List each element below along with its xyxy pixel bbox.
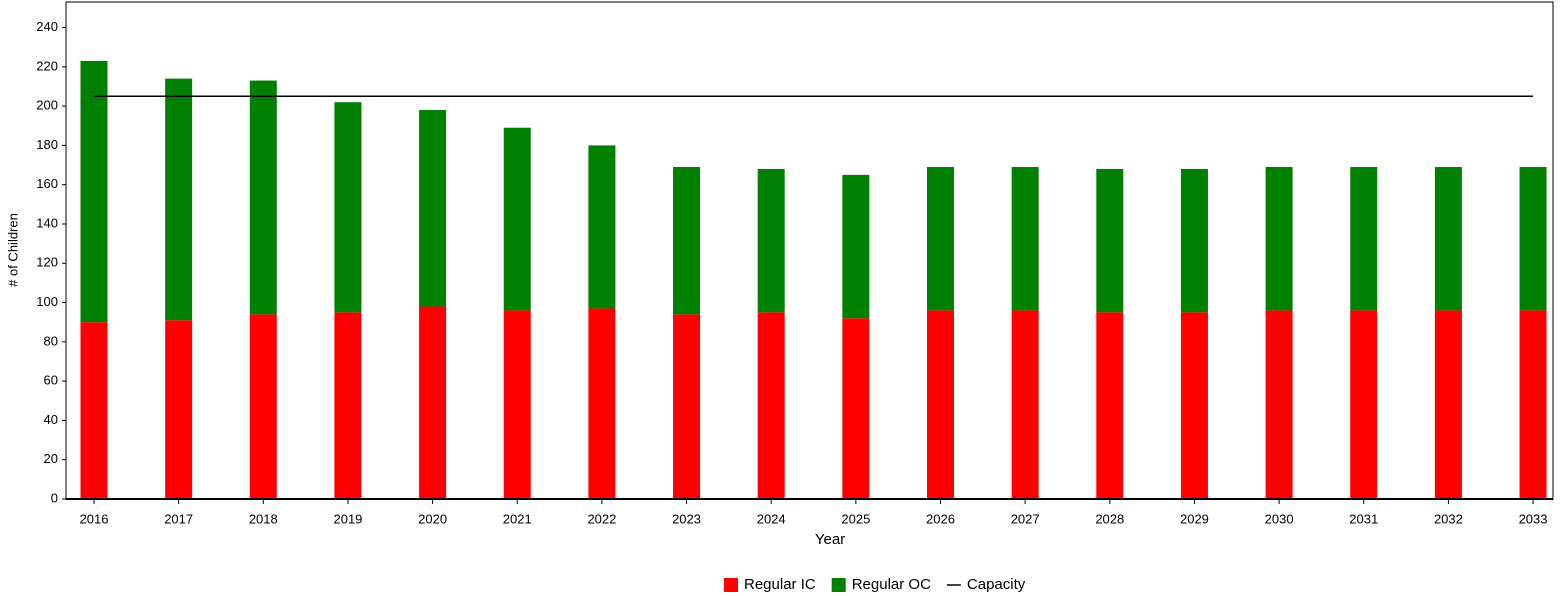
bar-segment bbox=[1350, 310, 1378, 499]
y-tick-label: 200 bbox=[36, 98, 58, 113]
bar-segment bbox=[1265, 310, 1293, 499]
bar-segment bbox=[503, 127, 531, 311]
x-tick-label: 2021 bbox=[503, 511, 532, 526]
x-tick-label: 2033 bbox=[1519, 511, 1548, 526]
bar-segment bbox=[927, 310, 954, 499]
x-tick-label: 2017 bbox=[164, 511, 193, 526]
x-axis-label: Year bbox=[815, 531, 845, 548]
legend-label: Regular IC bbox=[744, 576, 816, 593]
y-axis-label: # of Children bbox=[5, 213, 20, 287]
y-tick-label: 40 bbox=[44, 412, 58, 427]
x-tick-label: 2031 bbox=[1349, 511, 1378, 526]
x-tick-label: 2032 bbox=[1434, 511, 1463, 526]
x-tick-label: 2029 bbox=[1180, 511, 1209, 526]
bar-segment bbox=[588, 145, 616, 309]
bar-segment bbox=[588, 308, 616, 499]
bar-segment bbox=[165, 78, 193, 321]
x-tick-label: 2018 bbox=[249, 511, 278, 526]
legend-swatch bbox=[831, 578, 846, 592]
bar-segment bbox=[1434, 167, 1462, 311]
y-tick-label: 60 bbox=[44, 373, 58, 388]
bar-segment bbox=[757, 312, 785, 499]
bar-segment bbox=[80, 322, 108, 499]
bar-segment bbox=[757, 168, 785, 313]
x-tick-label: 2016 bbox=[80, 511, 109, 526]
x-tick-label: 2025 bbox=[841, 511, 870, 526]
plot-frame bbox=[65, 1, 1554, 500]
y-tick-label: 100 bbox=[36, 294, 58, 309]
bar-segment bbox=[1011, 310, 1039, 499]
bar-segment bbox=[1519, 167, 1547, 311]
x-tick-label: 2019 bbox=[333, 511, 362, 526]
bar-segment bbox=[673, 314, 701, 499]
bar-segment bbox=[1180, 312, 1208, 499]
bar-segment bbox=[1434, 310, 1462, 499]
x-tick-label: 2030 bbox=[1265, 511, 1294, 526]
y-tick-label: 0 bbox=[51, 490, 58, 505]
x-tick-label: 2024 bbox=[757, 511, 786, 526]
bar-segment bbox=[1350, 167, 1378, 311]
y-tick-label: 80 bbox=[44, 333, 58, 348]
bar-segment bbox=[1265, 167, 1293, 311]
bar-segment bbox=[503, 310, 531, 499]
y-tick-label: 120 bbox=[36, 255, 58, 270]
bar-segment bbox=[1011, 167, 1039, 311]
legend-label: Capacity bbox=[967, 576, 1026, 593]
x-tick-label: 2020 bbox=[418, 511, 447, 526]
x-tick-label: 2026 bbox=[926, 511, 955, 526]
legend-swatch bbox=[724, 578, 738, 592]
bar-segment bbox=[1096, 168, 1124, 313]
bar-segment bbox=[334, 312, 362, 499]
bar-segment bbox=[1519, 310, 1547, 499]
y-tick-label: 180 bbox=[36, 137, 58, 152]
y-tick-label: 220 bbox=[36, 58, 58, 73]
bar-segment bbox=[334, 102, 362, 313]
x-tick-label: 2027 bbox=[1011, 511, 1040, 526]
bar-segment bbox=[1180, 168, 1208, 313]
bar-segment bbox=[249, 314, 277, 499]
y-tick-label: 140 bbox=[36, 215, 58, 230]
bar-segment bbox=[419, 110, 447, 307]
y-tick-label: 20 bbox=[44, 451, 58, 466]
x-tick-label: 2023 bbox=[672, 511, 701, 526]
legend-label: Regular OC bbox=[852, 576, 931, 593]
bar-segment bbox=[842, 174, 870, 319]
bar-segment bbox=[842, 318, 870, 499]
bar-segment bbox=[80, 60, 108, 323]
x-tick-label: 2028 bbox=[1095, 511, 1124, 526]
y-tick-label: 240 bbox=[36, 19, 58, 34]
bar-segment bbox=[927, 167, 954, 311]
bar-segment bbox=[165, 320, 193, 499]
bar-segment bbox=[1096, 312, 1124, 499]
y-tick-label: 160 bbox=[36, 176, 58, 191]
bar-segment bbox=[673, 167, 701, 315]
bar-segment bbox=[419, 306, 447, 499]
bar-segment bbox=[249, 80, 277, 315]
x-tick-label: 2022 bbox=[587, 511, 616, 526]
